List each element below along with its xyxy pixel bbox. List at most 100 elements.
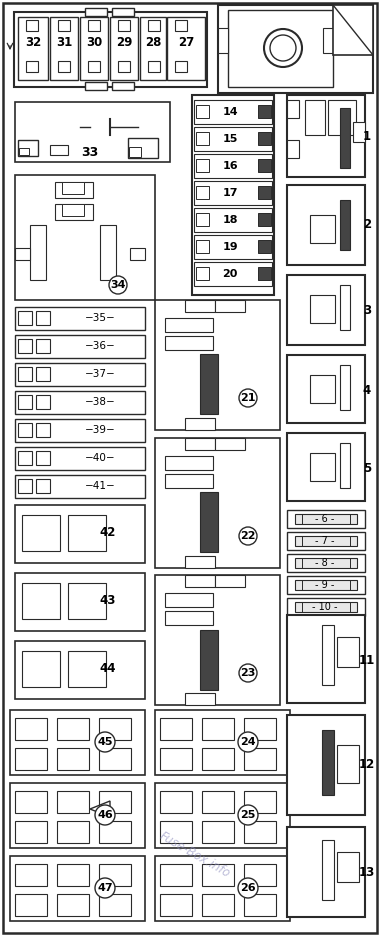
Circle shape <box>270 35 296 61</box>
Circle shape <box>238 878 258 898</box>
Text: - 7 -: - 7 - <box>315 536 335 546</box>
Text: 34: 34 <box>110 280 126 290</box>
Bar <box>295 602 357 612</box>
Text: 19: 19 <box>222 242 238 252</box>
Text: −37−: −37− <box>85 369 116 379</box>
Bar <box>68 515 106 551</box>
Bar <box>15 748 47 770</box>
Bar <box>18 395 32 409</box>
Bar <box>340 443 350 488</box>
Text: 25: 25 <box>240 810 256 820</box>
Bar <box>88 61 100 72</box>
Bar <box>340 365 350 410</box>
Text: 24: 24 <box>240 737 256 747</box>
Bar <box>310 215 335 243</box>
Text: 2: 2 <box>363 218 371 231</box>
Bar <box>50 17 78 80</box>
Text: 23: 23 <box>240 668 256 678</box>
Bar <box>30 225 46 280</box>
Bar <box>295 558 357 568</box>
Bar <box>15 475 145 498</box>
Bar <box>215 300 245 312</box>
Bar <box>194 208 272 232</box>
Text: 30: 30 <box>86 37 102 50</box>
Bar <box>112 8 134 16</box>
Bar <box>196 105 209 118</box>
Bar <box>58 20 70 31</box>
Bar <box>185 300 215 312</box>
Bar <box>99 748 131 770</box>
Bar <box>130 248 145 260</box>
Text: 28: 28 <box>145 37 161 50</box>
Bar <box>155 783 290 848</box>
Bar <box>258 132 271 145</box>
Bar <box>287 598 365 616</box>
Bar <box>68 583 106 619</box>
Bar <box>18 311 32 325</box>
Bar <box>15 175 155 300</box>
Bar <box>244 791 276 813</box>
Bar <box>10 783 145 848</box>
Bar <box>15 791 47 813</box>
Bar <box>244 718 276 740</box>
Text: 15: 15 <box>222 134 238 144</box>
Bar <box>18 339 32 353</box>
Circle shape <box>239 527 257 545</box>
Bar <box>328 100 356 135</box>
Bar <box>155 300 280 430</box>
Bar <box>99 821 131 843</box>
Text: 21: 21 <box>240 393 256 403</box>
Bar <box>340 200 350 250</box>
Bar <box>175 61 187 72</box>
Bar <box>287 827 365 917</box>
Bar <box>287 554 365 572</box>
Bar <box>57 718 89 740</box>
Bar <box>160 718 192 740</box>
Circle shape <box>238 805 258 825</box>
Bar <box>57 894 89 916</box>
Bar <box>244 748 276 770</box>
Bar <box>155 438 280 568</box>
Bar <box>15 641 145 699</box>
Bar <box>118 20 130 31</box>
Bar <box>58 61 70 72</box>
Bar <box>287 576 365 594</box>
Bar <box>218 28 228 53</box>
Bar <box>322 730 334 795</box>
Bar <box>323 28 333 53</box>
Text: 13: 13 <box>359 866 375 879</box>
Bar <box>15 894 47 916</box>
Bar <box>165 318 213 332</box>
Bar <box>36 367 50 381</box>
Bar <box>18 479 32 493</box>
Bar <box>14 12 207 87</box>
Bar <box>340 108 350 168</box>
Bar <box>18 17 48 80</box>
Text: 44: 44 <box>100 663 116 676</box>
Bar <box>80 17 108 80</box>
Bar <box>129 147 141 157</box>
Bar <box>287 532 365 550</box>
Bar <box>196 213 209 226</box>
Bar <box>322 625 334 685</box>
Bar <box>196 240 209 253</box>
Bar <box>26 61 38 72</box>
Text: Fuse-Box.info: Fuse-Box.info <box>157 829 233 881</box>
Bar <box>258 267 271 280</box>
Bar <box>15 391 145 414</box>
Bar <box>15 248 30 260</box>
Bar <box>258 186 271 199</box>
Bar <box>337 745 359 783</box>
Bar <box>202 718 234 740</box>
Bar <box>194 100 272 124</box>
Bar <box>310 453 335 481</box>
Bar <box>258 105 271 118</box>
Bar <box>55 204 93 220</box>
Bar <box>15 821 47 843</box>
Bar <box>15 102 170 162</box>
Circle shape <box>264 29 302 67</box>
Bar <box>148 61 160 72</box>
Circle shape <box>109 276 127 294</box>
Text: 4: 4 <box>363 384 371 397</box>
Circle shape <box>238 732 258 752</box>
